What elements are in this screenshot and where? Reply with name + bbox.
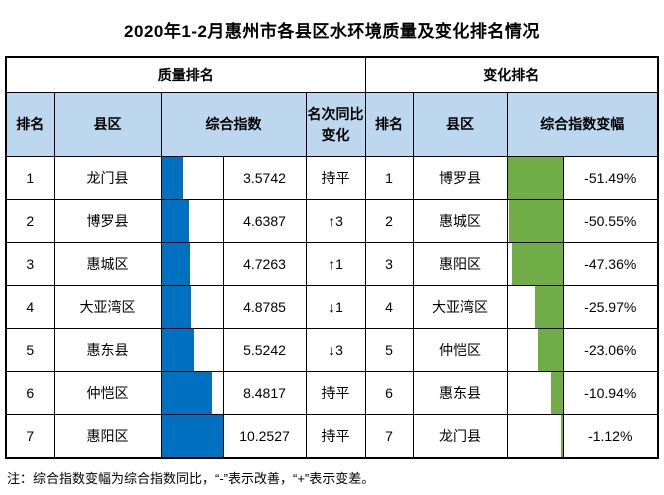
- change-data-bar: [511, 243, 562, 285]
- col-header-quality-index: 综合指数: [160, 92, 307, 157]
- rank-change-cell: 持平: [305, 414, 366, 459]
- quality-index-value: 10.2527: [222, 414, 307, 459]
- quality-index-bar-cell: [160, 242, 224, 286]
- index-data-bar: [162, 372, 212, 414]
- change-value: -47.36%: [562, 242, 659, 286]
- change-rank-cell: 1: [364, 156, 414, 200]
- quality-section-header: 质量排名: [5, 56, 366, 93]
- change-bar-cell: [506, 242, 564, 286]
- col-header-change-rank: 排名: [364, 92, 414, 157]
- quality-district-cell: 惠城区: [53, 242, 162, 286]
- quality-rank-cell: 6: [5, 371, 55, 415]
- change-bar-cell: [506, 371, 564, 415]
- quality-index-bar-cell: [160, 285, 224, 329]
- table-row: 3 惠城区 4.7263 ↑1 3 惠阳区 -47.36%: [5, 242, 659, 286]
- change-value: -23.06%: [562, 328, 659, 372]
- column-header-row: 排名 县区 综合指数 名次同比变化 排名 县区 综合指数变幅: [5, 92, 659, 157]
- index-data-bar: [162, 157, 183, 199]
- change-data-bar: [537, 329, 562, 371]
- quality-index-bar-cell: [160, 414, 224, 459]
- quality-district-cell: 惠阳区: [53, 414, 162, 459]
- quality-rank-cell: 3: [5, 242, 55, 286]
- change-rank-cell: 6: [364, 371, 414, 415]
- quality-index-bar-cell: [160, 199, 224, 243]
- change-data-bar: [508, 157, 562, 199]
- quality-index-value: 5.5242: [222, 328, 307, 372]
- table-row: 7 惠阳区 10.2527 持平 7 龙门县 -1.12%: [5, 414, 659, 459]
- change-rank-cell: 7: [364, 414, 414, 459]
- col-header-quality-rank: 排名: [5, 92, 55, 157]
- rank-change-cell: ↓3: [305, 328, 366, 372]
- table-row: 4 大亚湾区 4.8785 ↓1 4 大亚湾区 -25.97%: [5, 285, 659, 329]
- ranking-table: 质量排名 变化排名 排名 县区 综合指数 名次同比变化 排名 县区 综合指数变幅…: [5, 56, 659, 459]
- rank-change-cell: 持平: [305, 156, 366, 200]
- change-data-bar: [534, 286, 562, 328]
- quality-rank-cell: 5: [5, 328, 55, 372]
- col-header-change-district: 县区: [412, 92, 508, 157]
- quality-index-bar-cell: [160, 328, 224, 372]
- page-title: 2020年1-2月惠州市各县区水环境质量及变化排名情况: [124, 22, 540, 41]
- quality-index-value: 4.7263: [222, 242, 307, 286]
- change-rank-cell: 5: [364, 328, 414, 372]
- table-row: 1 龙门县 3.5742 持平 1 博罗县 -51.49%: [5, 156, 659, 200]
- change-data-bar: [561, 415, 562, 457]
- change-value: -51.49%: [562, 156, 659, 200]
- rank-change-cell: ↑3: [305, 199, 366, 243]
- footnote: 注：综合指数变幅为综合指数同比，“-”表示改善，“+”表示变差。: [7, 471, 375, 486]
- change-value: -1.12%: [562, 414, 659, 459]
- change-district-cell: 大亚湾区: [412, 285, 508, 329]
- rank-change-cell: ↑1: [305, 242, 366, 286]
- change-district-cell: 惠阳区: [412, 242, 508, 286]
- change-data-bar: [550, 372, 562, 414]
- quality-district-cell: 大亚湾区: [53, 285, 162, 329]
- table-row: 5 惠东县 5.5242 ↓3 5 仲恺区 -23.06%: [5, 328, 659, 372]
- index-data-bar: [162, 329, 195, 371]
- quality-rank-cell: 7: [5, 414, 55, 459]
- quality-rank-cell: 4: [5, 285, 55, 329]
- change-district-cell: 博罗县: [412, 156, 508, 200]
- change-bar-cell: [506, 199, 564, 243]
- change-bar-cell: [506, 285, 564, 329]
- table-row: 2 博罗县 4.6387 ↑3 2 惠城区 -50.55%: [5, 199, 659, 243]
- index-data-bar: [162, 243, 190, 285]
- change-data-bar: [508, 200, 562, 242]
- col-header-rank-change: 名次同比变化: [305, 92, 366, 157]
- change-district-cell: 仲恺区: [412, 328, 508, 372]
- rank-change-cell: 持平: [305, 371, 366, 415]
- change-bar-cell: [506, 414, 564, 459]
- index-data-bar: [162, 415, 222, 457]
- change-district-cell: 惠城区: [412, 199, 508, 243]
- col-header-quality-district: 县区: [53, 92, 162, 157]
- col-header-index-change: 综合指数变幅: [506, 92, 659, 157]
- quality-index-value: 4.6387: [222, 199, 307, 243]
- index-data-bar: [162, 200, 190, 242]
- quality-rank-cell: 2: [5, 199, 55, 243]
- quality-index-value: 8.4817: [222, 371, 307, 415]
- rank-change-cell: ↓1: [305, 285, 366, 329]
- quality-district-cell: 博罗县: [53, 199, 162, 243]
- change-rank-cell: 3: [364, 242, 414, 286]
- quality-index-bar-cell: [160, 156, 224, 200]
- quality-district-cell: 龙门县: [53, 156, 162, 200]
- change-rank-cell: 4: [364, 285, 414, 329]
- group-header-row: 质量排名 变化排名: [5, 56, 659, 93]
- change-district-cell: 惠东县: [412, 371, 508, 415]
- change-section-header: 变化排名: [364, 56, 659, 93]
- change-value: -50.55%: [562, 199, 659, 243]
- quality-index-value: 4.8785: [222, 285, 307, 329]
- change-rank-cell: 2: [364, 199, 414, 243]
- quality-index-bar-cell: [160, 371, 224, 415]
- change-value: -25.97%: [562, 285, 659, 329]
- quality-rank-cell: 1: [5, 156, 55, 200]
- quality-district-cell: 惠东县: [53, 328, 162, 372]
- quality-index-value: 3.5742: [222, 156, 307, 200]
- change-bar-cell: [506, 156, 564, 200]
- table-row: 6 仲恺区 8.4817 持平 6 惠东县 -10.94%: [5, 371, 659, 415]
- change-district-cell: 龙门县: [412, 414, 508, 459]
- index-data-bar: [162, 286, 191, 328]
- quality-district-cell: 仲恺区: [53, 371, 162, 415]
- change-value: -10.94%: [562, 371, 659, 415]
- change-bar-cell: [506, 328, 564, 372]
